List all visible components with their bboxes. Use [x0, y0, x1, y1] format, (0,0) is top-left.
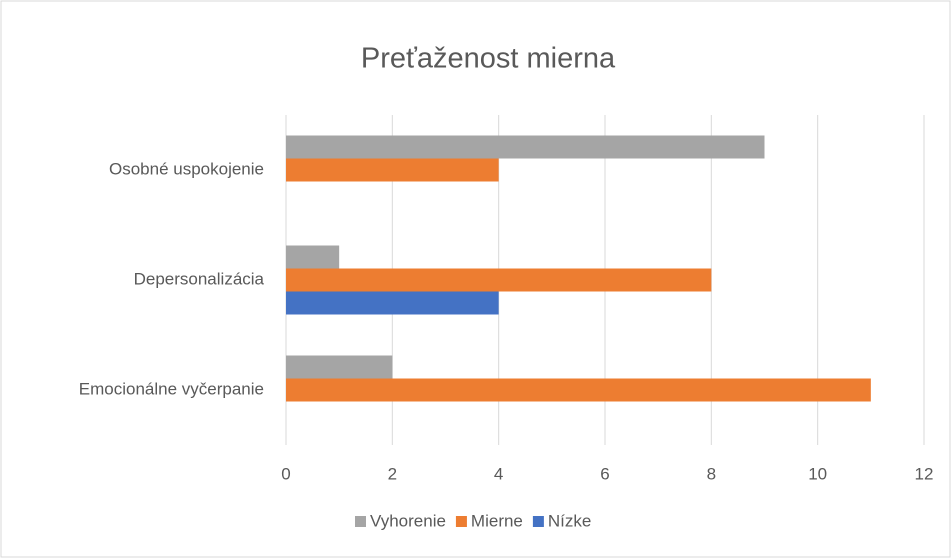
bar [286, 135, 765, 159]
legend-label: Mierne [471, 511, 523, 530]
legend-label: Vyhorenie [370, 511, 446, 530]
bar [286, 245, 340, 269]
y-tick-label: Osobné uspokojenie [109, 159, 264, 178]
legend-swatch [532, 516, 544, 527]
bar [286, 158, 499, 182]
x-tick-label: 10 [808, 464, 827, 483]
bar [286, 268, 712, 292]
x-tick-label: 4 [494, 464, 503, 483]
y-tick-label: Depersonalizácia [134, 269, 265, 288]
x-tick-label: 6 [600, 464, 609, 483]
bar [286, 355, 393, 379]
bar [286, 291, 499, 315]
x-tick-label: 0 [281, 464, 290, 483]
x-tick-label: 12 [915, 464, 934, 483]
legend-label: Nízke [548, 511, 591, 530]
x-tick-label: 8 [707, 464, 716, 483]
legend-swatch [455, 516, 467, 527]
legend-swatch [355, 516, 366, 527]
y-tick-label: Emocionálne vyčerpanie [79, 379, 264, 398]
x-tick-label: 2 [388, 464, 397, 483]
bar [286, 378, 871, 402]
chart-title: Preťaženost mierna [361, 43, 616, 75]
